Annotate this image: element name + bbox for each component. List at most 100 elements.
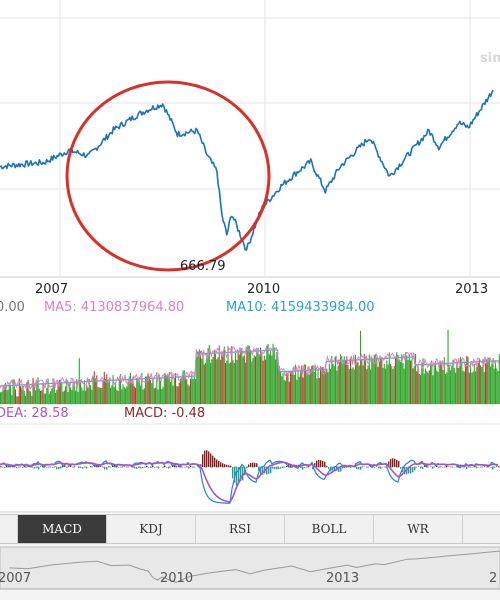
macd-bar (212, 455, 214, 467)
volume-bar (73, 383, 75, 404)
volume-bar (335, 356, 337, 404)
macd-bar (52, 467, 54, 468)
tab-blank-right[interactable] (463, 515, 500, 543)
macd-bar (148, 467, 150, 468)
macd-bar (400, 467, 402, 469)
tab-rsi[interactable]: RSI (196, 515, 285, 543)
macd-bar (328, 467, 330, 470)
macd-bar (216, 459, 218, 467)
volume-bar (117, 390, 119, 404)
macd-bar (108, 466, 110, 467)
macd-bar (344, 467, 346, 469)
volume-bar (247, 345, 249, 404)
volume-bar (228, 363, 230, 404)
volume-bar (246, 347, 248, 404)
volume-bar (465, 364, 467, 404)
tab-wr[interactable]: WR (374, 515, 463, 543)
volume-bar (12, 379, 14, 404)
volume-bar (25, 395, 27, 404)
macd-bar (492, 467, 494, 470)
volume-bar (41, 390, 43, 404)
volume-bar (141, 373, 143, 404)
macd-bar (34, 467, 36, 469)
tab-boll[interactable]: BOLL (285, 515, 374, 543)
price-grid (0, 0, 500, 278)
macd-bar (206, 450, 208, 467)
volume-bar (210, 362, 212, 404)
tab-kdj[interactable]: KDJ (107, 515, 196, 543)
volume-bar (196, 356, 198, 404)
volume-bar (341, 356, 343, 404)
volume-bar (23, 390, 25, 404)
volume-legend-ma5: MA5: 4130837964.80 (44, 300, 184, 315)
tab-macd[interactable]: MACD (18, 515, 107, 543)
macd-bar (222, 463, 224, 467)
volume-bar (482, 358, 484, 404)
volume-bar (467, 356, 469, 404)
volume-bar (457, 368, 459, 404)
macd-bar (102, 467, 104, 468)
macd-bar (246, 467, 248, 469)
volume-bar (235, 353, 237, 404)
macd-bar (74, 466, 76, 467)
macd-bar (266, 467, 268, 475)
volume-bar (242, 356, 244, 404)
macd-bar (254, 462, 256, 467)
volume-bar (446, 372, 448, 404)
macd-bar (452, 467, 454, 468)
volume-bar (153, 388, 155, 404)
volume-bar (346, 356, 348, 404)
volume-bar (285, 380, 287, 404)
volume-bar (207, 348, 209, 404)
volume-bar (428, 370, 430, 404)
macd-bar (474, 466, 476, 467)
volume-bar (277, 358, 279, 404)
volume-bar (105, 379, 107, 404)
volume-bar (322, 367, 324, 404)
macd-bar (498, 466, 500, 467)
volume-bar (27, 379, 29, 404)
volume-bar (352, 367, 354, 404)
macd-bar (24, 465, 26, 467)
volume-bar (328, 363, 330, 404)
volume-bar (398, 359, 400, 404)
volume-bar (461, 358, 463, 404)
volume-bar (282, 373, 284, 404)
macd-bar (378, 467, 380, 469)
macd-bar (100, 466, 102, 467)
volume-bar (438, 362, 440, 404)
macd-bar (152, 465, 154, 467)
volume-bar (48, 393, 50, 404)
volume-bar (227, 346, 229, 404)
macd-bar (36, 467, 38, 468)
volume-bar (308, 374, 310, 404)
volume-bar (497, 371, 499, 404)
volume-bar (168, 372, 170, 404)
volume-bar (498, 354, 500, 404)
macd-bar (58, 467, 60, 470)
range-navigator[interactable]: 2007 2010 2013 2 (0, 544, 500, 600)
macd-bar (242, 467, 244, 481)
macd-bar (98, 465, 100, 467)
macd-bar (18, 467, 20, 468)
tab-blank-left[interactable] (0, 515, 18, 543)
volume-bar (11, 395, 13, 404)
volume-legend-value: 0.00 (0, 300, 25, 315)
macd-bar (302, 467, 304, 470)
volume-bar (132, 376, 134, 404)
volume-bar (75, 390, 77, 404)
volume-bar (18, 378, 20, 404)
macd-bar (232, 467, 234, 479)
macd-bar (230, 465, 232, 467)
volume-bar (403, 368, 405, 404)
volume-bar (392, 368, 394, 404)
volume-bar (361, 359, 363, 404)
macd-bar (118, 467, 120, 468)
macd-bar (466, 467, 468, 469)
volume-bar (91, 389, 93, 404)
macd-bar (274, 467, 276, 470)
volume-bar (263, 355, 265, 404)
volume-bar (250, 350, 252, 404)
volume-bar (265, 359, 267, 404)
indicator-tabs: MACD KDJ RSI BOLL WR (0, 514, 500, 544)
